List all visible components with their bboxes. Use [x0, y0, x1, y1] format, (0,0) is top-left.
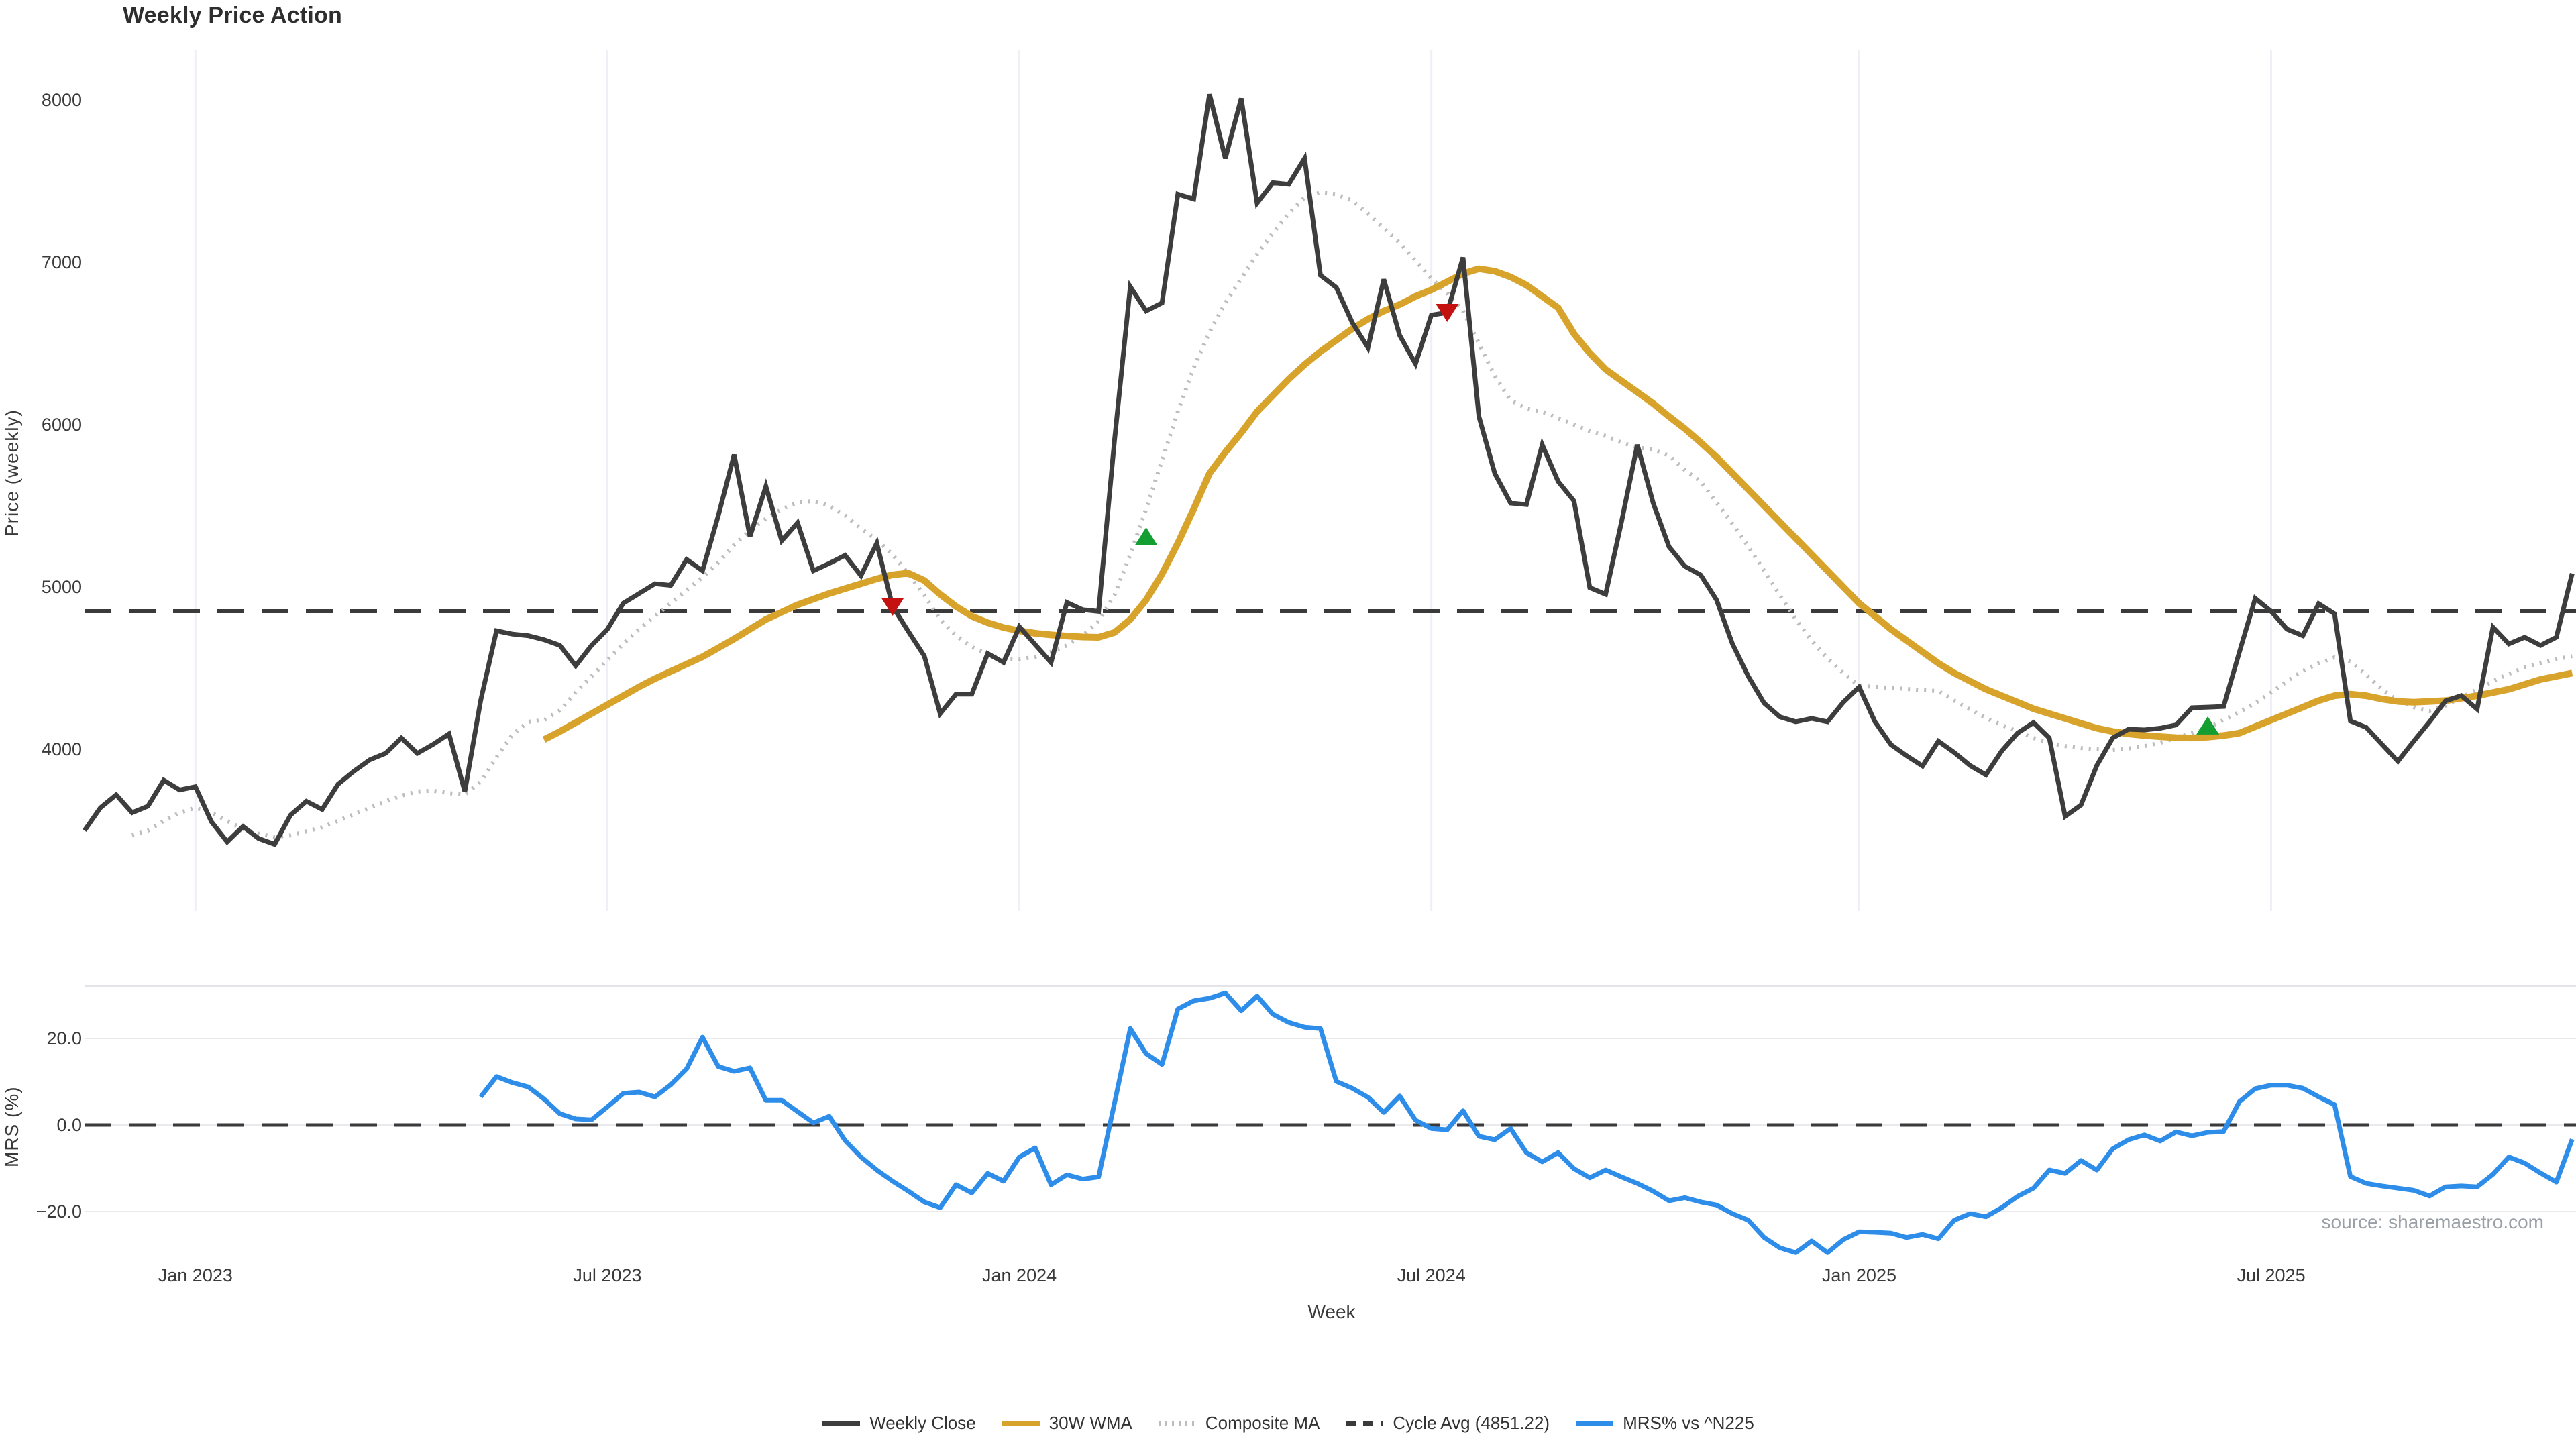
- price-tick-label: 5000: [41, 577, 82, 597]
- wma-line: [542, 265, 2573, 743]
- mrs-tick-label: 20.0: [46, 1028, 82, 1049]
- legend-item: MRS% vs ^N225: [1575, 1413, 1754, 1434]
- mrs-tick-label: 0.0: [56, 1115, 82, 1135]
- sell-marker-icon: [881, 598, 904, 616]
- legend-item: Composite MA: [1158, 1413, 1320, 1434]
- legend-swatch-solid-icon: [822, 1420, 861, 1426]
- legend-item: 30W WMA: [1002, 1413, 1132, 1434]
- legend-swatch-dotted-icon: [1158, 1421, 1196, 1426]
- legend-item: Weekly Close: [822, 1413, 976, 1434]
- legend: Weekly Close 30W WMA Composite MA Cycle Avg…: [0, 1413, 2576, 1434]
- weekly-close-line: [83, 93, 2575, 847]
- price-tick-label: 4000: [41, 739, 82, 759]
- legend-swatch-dashed-icon: [1346, 1421, 1384, 1426]
- legend-label: Cycle Avg (4851.22): [1393, 1413, 1550, 1433]
- legend-label: MRS% vs ^N225: [1623, 1413, 1754, 1433]
- price-axis-label: Price (weekly): [1, 409, 22, 537]
- legend-item: Cycle Avg (4851.22): [1345, 1413, 1550, 1434]
- sell-marker-icon: [1436, 304, 1459, 323]
- source-credit: source: sharemaestro.com: [2321, 1212, 2544, 1232]
- legend-label: Weekly Close: [869, 1413, 976, 1433]
- x-tick-label: Jan 2025: [1821, 1265, 1896, 1285]
- buy-marker-icon: [2196, 716, 2220, 735]
- x-tick-label: Jan 2023: [158, 1265, 233, 1285]
- mrs-line: [478, 990, 2575, 1255]
- chart-title: Weekly Price Action: [123, 3, 342, 28]
- buy-marker-icon: [1134, 527, 1158, 545]
- price-tick-label: 8000: [41, 90, 82, 110]
- x-tick-label: Jul 2025: [2237, 1265, 2306, 1285]
- x-tick-label: Jan 2024: [982, 1265, 1057, 1285]
- x-tick-label: Jul 2023: [573, 1265, 642, 1285]
- price-tick-label: 6000: [41, 415, 82, 435]
- legend-label: Composite MA: [1205, 1413, 1320, 1433]
- legend-label: 30W WMA: [1049, 1413, 1132, 1433]
- legend-swatch-solid-icon: [1576, 1420, 1614, 1426]
- price-tick-label: 7000: [41, 252, 82, 272]
- mrs-tick-label: −20.0: [36, 1201, 82, 1222]
- x-axis-label: Week: [1307, 1301, 1356, 1322]
- x-tick-label: Jul 2024: [1397, 1265, 1466, 1285]
- legend-swatch-solid-icon: [1002, 1420, 1040, 1426]
